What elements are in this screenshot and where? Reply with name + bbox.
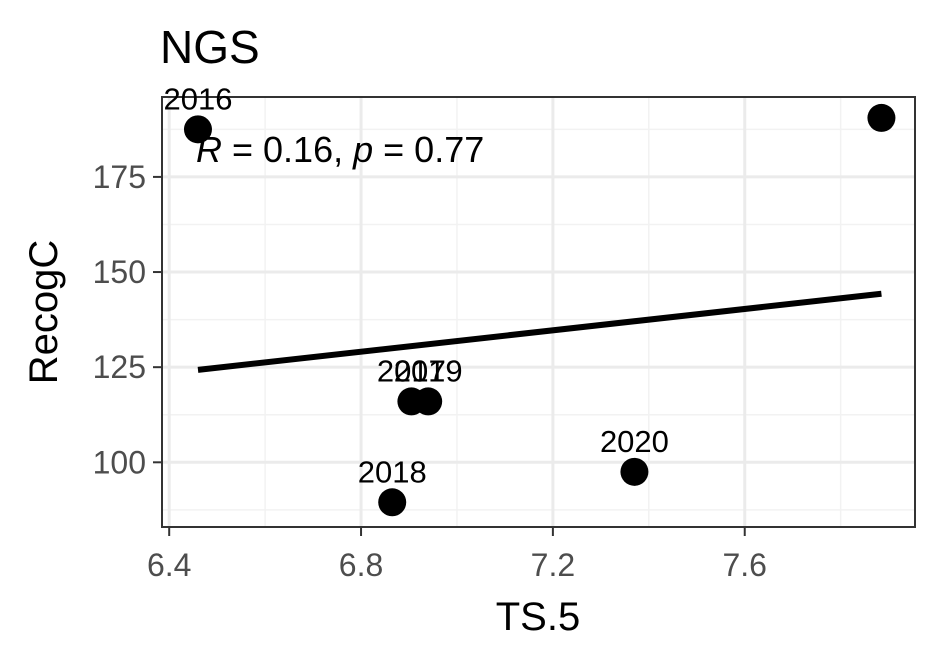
plot-panel [161, 96, 916, 528]
data-point [867, 103, 896, 132]
data-point [414, 387, 443, 416]
y-tick-label: 125 [93, 349, 146, 385]
point-label: 2019 [394, 353, 463, 388]
data-point [620, 457, 649, 486]
annotation-p-value: = 0.77 [373, 129, 484, 170]
chart-title: NGS [160, 21, 260, 73]
panel-border [161, 96, 916, 528]
annotation-r: R = 0.16, p = 0.77 [196, 129, 484, 170]
data-layer [183, 103, 896, 517]
x-tick-label: 7.2 [531, 547, 575, 583]
x-axis: 6.4 6.8 7.2 7.6 [147, 527, 767, 583]
x-tick-label: 7.6 [722, 547, 766, 583]
data-point [183, 115, 212, 144]
y-tick-label: 175 [93, 159, 146, 195]
annotation-p-symbol: p [352, 129, 373, 170]
y-axis: 100 125 150 175 [93, 159, 162, 480]
x-tick-label: 6.8 [339, 547, 383, 583]
x-tick-label: 6.4 [147, 547, 191, 583]
y-axis-title: RecogC [22, 240, 66, 385]
regression-line [197, 290, 882, 373]
x-axis-title: TS.5 [496, 595, 580, 639]
y-tick-label: 100 [93, 444, 146, 480]
y-tick-label: 150 [93, 254, 146, 290]
panel-background [162, 97, 915, 527]
point-label: 2017 [377, 353, 446, 388]
major-gridlines [162, 97, 915, 527]
point-label: 2020 [600, 424, 669, 459]
annotation-r-value: = 0.16, [222, 129, 353, 170]
point-label: 2018 [358, 454, 427, 489]
point-label: 2016 [163, 81, 232, 116]
annotation-r-symbol: R [196, 129, 222, 170]
minor-gridlines [162, 97, 915, 527]
data-point [378, 488, 407, 517]
